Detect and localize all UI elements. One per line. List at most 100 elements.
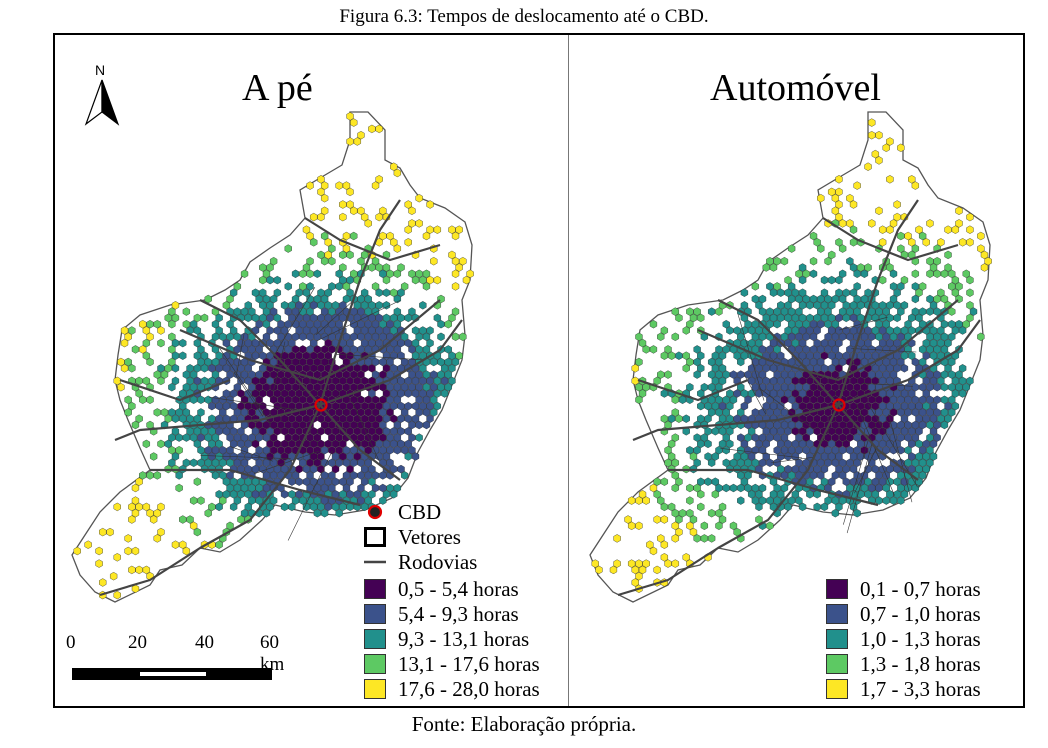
highway-line [319, 404, 401, 481]
hex-cell [259, 263, 267, 272]
hex-cell [889, 357, 898, 367]
hex-cell [864, 288, 872, 297]
hex-cell [379, 420, 387, 430]
hex-cell [280, 427, 289, 436]
hex-cell [879, 477, 887, 486]
hex-cell [401, 332, 409, 342]
hex-cell [321, 332, 329, 342]
hex-cell [966, 313, 974, 323]
highway-line [668, 468, 879, 507]
hex-cell [817, 193, 825, 203]
hex-cell [146, 508, 154, 518]
hex-cell [313, 433, 321, 442]
hex-cell [758, 433, 767, 442]
municipal-border [720, 448, 803, 459]
hex-cell [758, 307, 767, 316]
hex-cell [415, 395, 423, 405]
hex-cell [357, 496, 365, 505]
hex-cell [929, 401, 938, 411]
hex-cell [849, 225, 858, 234]
hex-cell [864, 452, 872, 461]
hex-cell [864, 263, 872, 272]
hex-cell [273, 326, 281, 335]
hex-cell [751, 408, 759, 417]
hex-cell [255, 408, 263, 417]
hex-cell [357, 130, 365, 140]
hex-cell [664, 559, 672, 568]
hex-cell [802, 420, 810, 430]
hex-cell [642, 382, 650, 392]
hex-cell [368, 427, 376, 436]
hex-cell [966, 301, 974, 310]
highway-line [150, 468, 361, 507]
hex-cell [853, 433, 861, 442]
hex-cell [306, 269, 314, 279]
hex-cell [230, 401, 238, 411]
hex-cell [715, 357, 723, 367]
hex-cell [397, 414, 405, 423]
hex-cell [711, 427, 719, 436]
hex-cell [357, 256, 365, 266]
hex-cell [773, 382, 781, 392]
hex-cell [310, 427, 318, 436]
map-panel-automovel [589, 111, 992, 603]
legend-swatch [826, 629, 848, 649]
hex-cell [310, 212, 318, 222]
hex-cell [302, 464, 311, 474]
hex-cell [817, 471, 825, 480]
hex-cell [255, 345, 263, 354]
hex-cell [813, 414, 821, 423]
hex-cell [270, 445, 278, 455]
hex-cell [849, 401, 858, 411]
legend-swatch [826, 604, 848, 624]
hex-cell [262, 508, 271, 518]
hex-cell [288, 389, 296, 398]
hex-cell [820, 288, 829, 297]
hex-cell [397, 338, 405, 348]
hex-cell [882, 345, 890, 354]
hex-cell [277, 319, 285, 329]
hex-cell [704, 452, 712, 461]
hex-cell [853, 458, 861, 468]
hex-cell [244, 401, 252, 411]
hex-cell [255, 420, 263, 430]
hex-cell [251, 338, 260, 348]
hex-cell [230, 288, 238, 297]
hex-cell [813, 490, 821, 499]
hex-cell [266, 301, 274, 310]
hex-cell [142, 338, 150, 348]
hex-cell [339, 313, 347, 323]
hex-cell [773, 433, 781, 442]
hex-cell [715, 307, 723, 316]
hex-cell [842, 477, 850, 486]
panel-title-automovel: Automóvel [710, 67, 881, 109]
hex-cell [704, 427, 712, 436]
hex-cell [729, 458, 738, 468]
hex-cell [255, 445, 263, 455]
highway-line [837, 319, 981, 407]
hex-cell [675, 527, 683, 537]
hex-cell [157, 326, 165, 335]
hex-cell [842, 313, 850, 323]
hex-cell [817, 395, 825, 405]
hex-cell [886, 225, 894, 234]
hex-cell [900, 490, 909, 499]
hex-cell [791, 288, 799, 297]
hex-cell [893, 427, 901, 436]
hex-cell [853, 319, 861, 329]
hex-cell [299, 420, 307, 430]
hex-cell [146, 471, 154, 480]
hex-cell [937, 338, 945, 348]
hex-cell [219, 332, 227, 342]
hex-cell [737, 458, 745, 468]
hex-cell [331, 452, 340, 461]
hex-cell [740, 288, 749, 297]
hex-cell [328, 307, 336, 316]
municipal-border [233, 372, 264, 417]
hex-cell [955, 382, 963, 392]
hex-cell [321, 181, 329, 190]
hex-cell [788, 382, 796, 392]
hex-cell [215, 313, 223, 323]
hex-cell [110, 571, 118, 581]
hex-cell [451, 282, 460, 291]
